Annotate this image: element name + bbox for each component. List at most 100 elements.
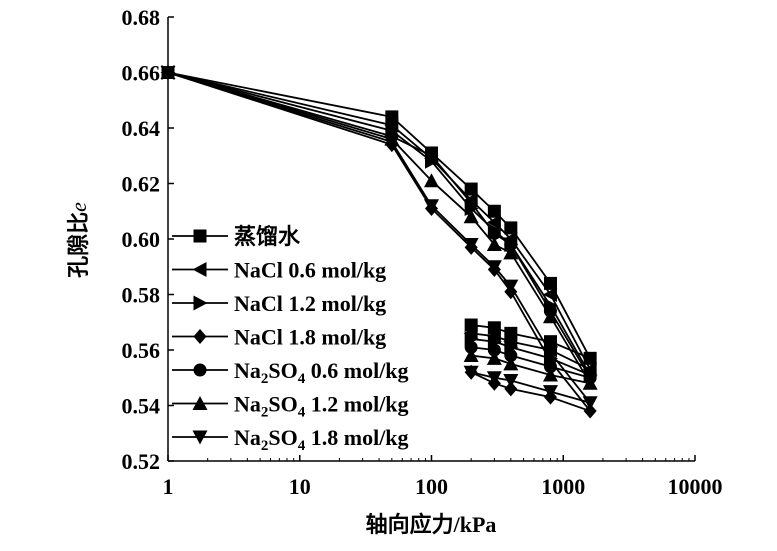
circle-marker bbox=[193, 363, 207, 377]
triangle-down-marker bbox=[503, 374, 519, 389]
legend-label: NaCl 1.2 mol/kg bbox=[234, 291, 386, 316]
legend-label: Na2SO4 0.6 mol/kg bbox=[234, 358, 409, 387]
legend-entry: 蒸馏水 bbox=[172, 224, 301, 249]
legend-label: 蒸馏水 bbox=[234, 224, 301, 249]
label-part: Na bbox=[234, 358, 261, 383]
triangle-down-marker bbox=[486, 371, 502, 386]
label-part: 0.6 mol/kg bbox=[305, 358, 408, 383]
series-4 bbox=[161, 66, 597, 385]
triangle-up-marker bbox=[486, 237, 502, 252]
circle-marker bbox=[543, 360, 557, 374]
legend-label: NaCl 1.8 mol/kg bbox=[234, 325, 386, 350]
triangle-down-marker bbox=[384, 135, 400, 150]
subscript: 2 bbox=[261, 371, 269, 387]
subscript: 2 bbox=[261, 405, 269, 421]
subscript: 2 bbox=[261, 438, 269, 454]
label-part: 1.2 mol/kg bbox=[305, 392, 408, 417]
circle-marker bbox=[504, 238, 518, 252]
y-tick-label: 0.58 bbox=[122, 283, 161, 308]
y-tick-label: 0.56 bbox=[122, 338, 161, 363]
square-marker bbox=[583, 351, 597, 365]
legend-label: Na2SO4 1.2 mol/kg bbox=[234, 392, 409, 421]
triangle-left-marker bbox=[542, 287, 557, 302]
subscript: 4 bbox=[298, 438, 306, 454]
series-6 bbox=[160, 66, 598, 411]
legend-entry: NaCl 0.6 mol/kg bbox=[172, 258, 386, 283]
y-axis-label: 孔隙比e bbox=[66, 202, 91, 278]
subscript: 4 bbox=[298, 405, 306, 421]
triangle-up-marker bbox=[424, 173, 439, 188]
triangle-up-marker bbox=[486, 350, 502, 365]
triangle-left-marker bbox=[192, 262, 207, 277]
triangle-up-marker bbox=[192, 396, 208, 410]
legend-entry: NaCl 1.8 mol/kg bbox=[172, 325, 386, 350]
diamond-marker bbox=[193, 329, 207, 344]
label-part: 1.8 mol/kg bbox=[305, 425, 408, 450]
triangle-down-marker bbox=[160, 66, 176, 80]
square-marker bbox=[543, 276, 557, 290]
y-tick-label: 0.54 bbox=[122, 394, 161, 419]
series-5 bbox=[160, 65, 598, 390]
y-tick-label: 0.66 bbox=[122, 61, 161, 86]
triangle-down-marker bbox=[486, 260, 502, 275]
circle-marker bbox=[487, 343, 501, 357]
x-tick-label: 1000 bbox=[541, 474, 585, 499]
legend-entry: Na2SO4 1.8 mol/kg bbox=[172, 425, 409, 454]
triangle-down-marker bbox=[582, 396, 598, 411]
legend-label: Na2SO4 1.8 mol/kg bbox=[234, 425, 409, 454]
axes: 0.52 0.54 0.56 0.58 0.60 0.62 0.64 0.66 0.68 1 10 1… bbox=[122, 5, 723, 499]
x-tick-label: 100 bbox=[415, 474, 448, 499]
y-axis-label-var: e bbox=[66, 202, 91, 212]
triangle-up-marker bbox=[542, 367, 558, 382]
label-part: SO bbox=[268, 358, 297, 383]
triangle-down-marker bbox=[463, 238, 479, 253]
triangle-down-marker bbox=[424, 199, 439, 214]
y-axis-label-text: 孔隙比 bbox=[66, 212, 91, 278]
circle-marker bbox=[464, 196, 478, 210]
label-part: SO bbox=[268, 392, 297, 417]
square-marker bbox=[193, 229, 207, 243]
triangle-down-marker bbox=[542, 346, 558, 361]
x-tick-label: 1 bbox=[163, 474, 174, 499]
legend-entry: Na2SO4 0.6 mol/kg bbox=[172, 358, 409, 387]
y-tick-label: 0.64 bbox=[122, 116, 161, 141]
circle-marker bbox=[487, 226, 501, 240]
label-part: Na bbox=[234, 392, 261, 417]
diamond-marker bbox=[504, 381, 518, 397]
triangle-down-marker bbox=[463, 365, 479, 380]
triangle-down-marker bbox=[192, 430, 208, 445]
y-tick-label: 0.62 bbox=[122, 172, 161, 197]
triangle-up-marker bbox=[503, 245, 519, 260]
y-tick-label: 0.52 bbox=[122, 449, 161, 474]
square-marker bbox=[487, 204, 501, 218]
triangle-down-marker bbox=[542, 385, 558, 400]
triangle-left-marker bbox=[486, 214, 501, 230]
plot-area bbox=[160, 65, 598, 419]
y-tick-label: 0.68 bbox=[122, 5, 161, 30]
legend-entry: NaCl 1.2 mol/kg bbox=[172, 291, 386, 316]
triangle-up-marker bbox=[582, 375, 598, 390]
subscript: 4 bbox=[298, 371, 306, 387]
circle-marker bbox=[425, 149, 438, 163]
triangle-down-marker bbox=[503, 279, 519, 294]
square-marker bbox=[464, 182, 478, 196]
x-tick-label: 10 bbox=[289, 474, 311, 499]
label-part: SO bbox=[268, 425, 297, 450]
triangle-right-marker bbox=[193, 295, 208, 311]
y-tick-label: 0.60 bbox=[122, 227, 161, 252]
legend: 蒸馏水 NaCl 0.6 mol/kg NaCl 1.2 mol/kg NaCl 1.… bbox=[172, 224, 409, 454]
diamond-marker bbox=[583, 403, 597, 419]
triangle-up-marker bbox=[463, 209, 479, 224]
triangle-up-marker bbox=[463, 348, 479, 363]
label-part: Na bbox=[234, 425, 261, 450]
circle-marker bbox=[464, 340, 478, 354]
triangle-up-marker bbox=[503, 356, 519, 371]
triangle-up-marker bbox=[542, 309, 558, 324]
x-axis-label: 轴向应力/kPa bbox=[366, 512, 497, 537]
legend-entry: Na2SO4 1.2 mol/kg bbox=[172, 392, 409, 421]
square-marker bbox=[504, 221, 518, 235]
legend-label: NaCl 0.6 mol/kg bbox=[234, 258, 386, 283]
circle-marker bbox=[504, 349, 518, 363]
x-tick-label: 10000 bbox=[668, 474, 723, 499]
